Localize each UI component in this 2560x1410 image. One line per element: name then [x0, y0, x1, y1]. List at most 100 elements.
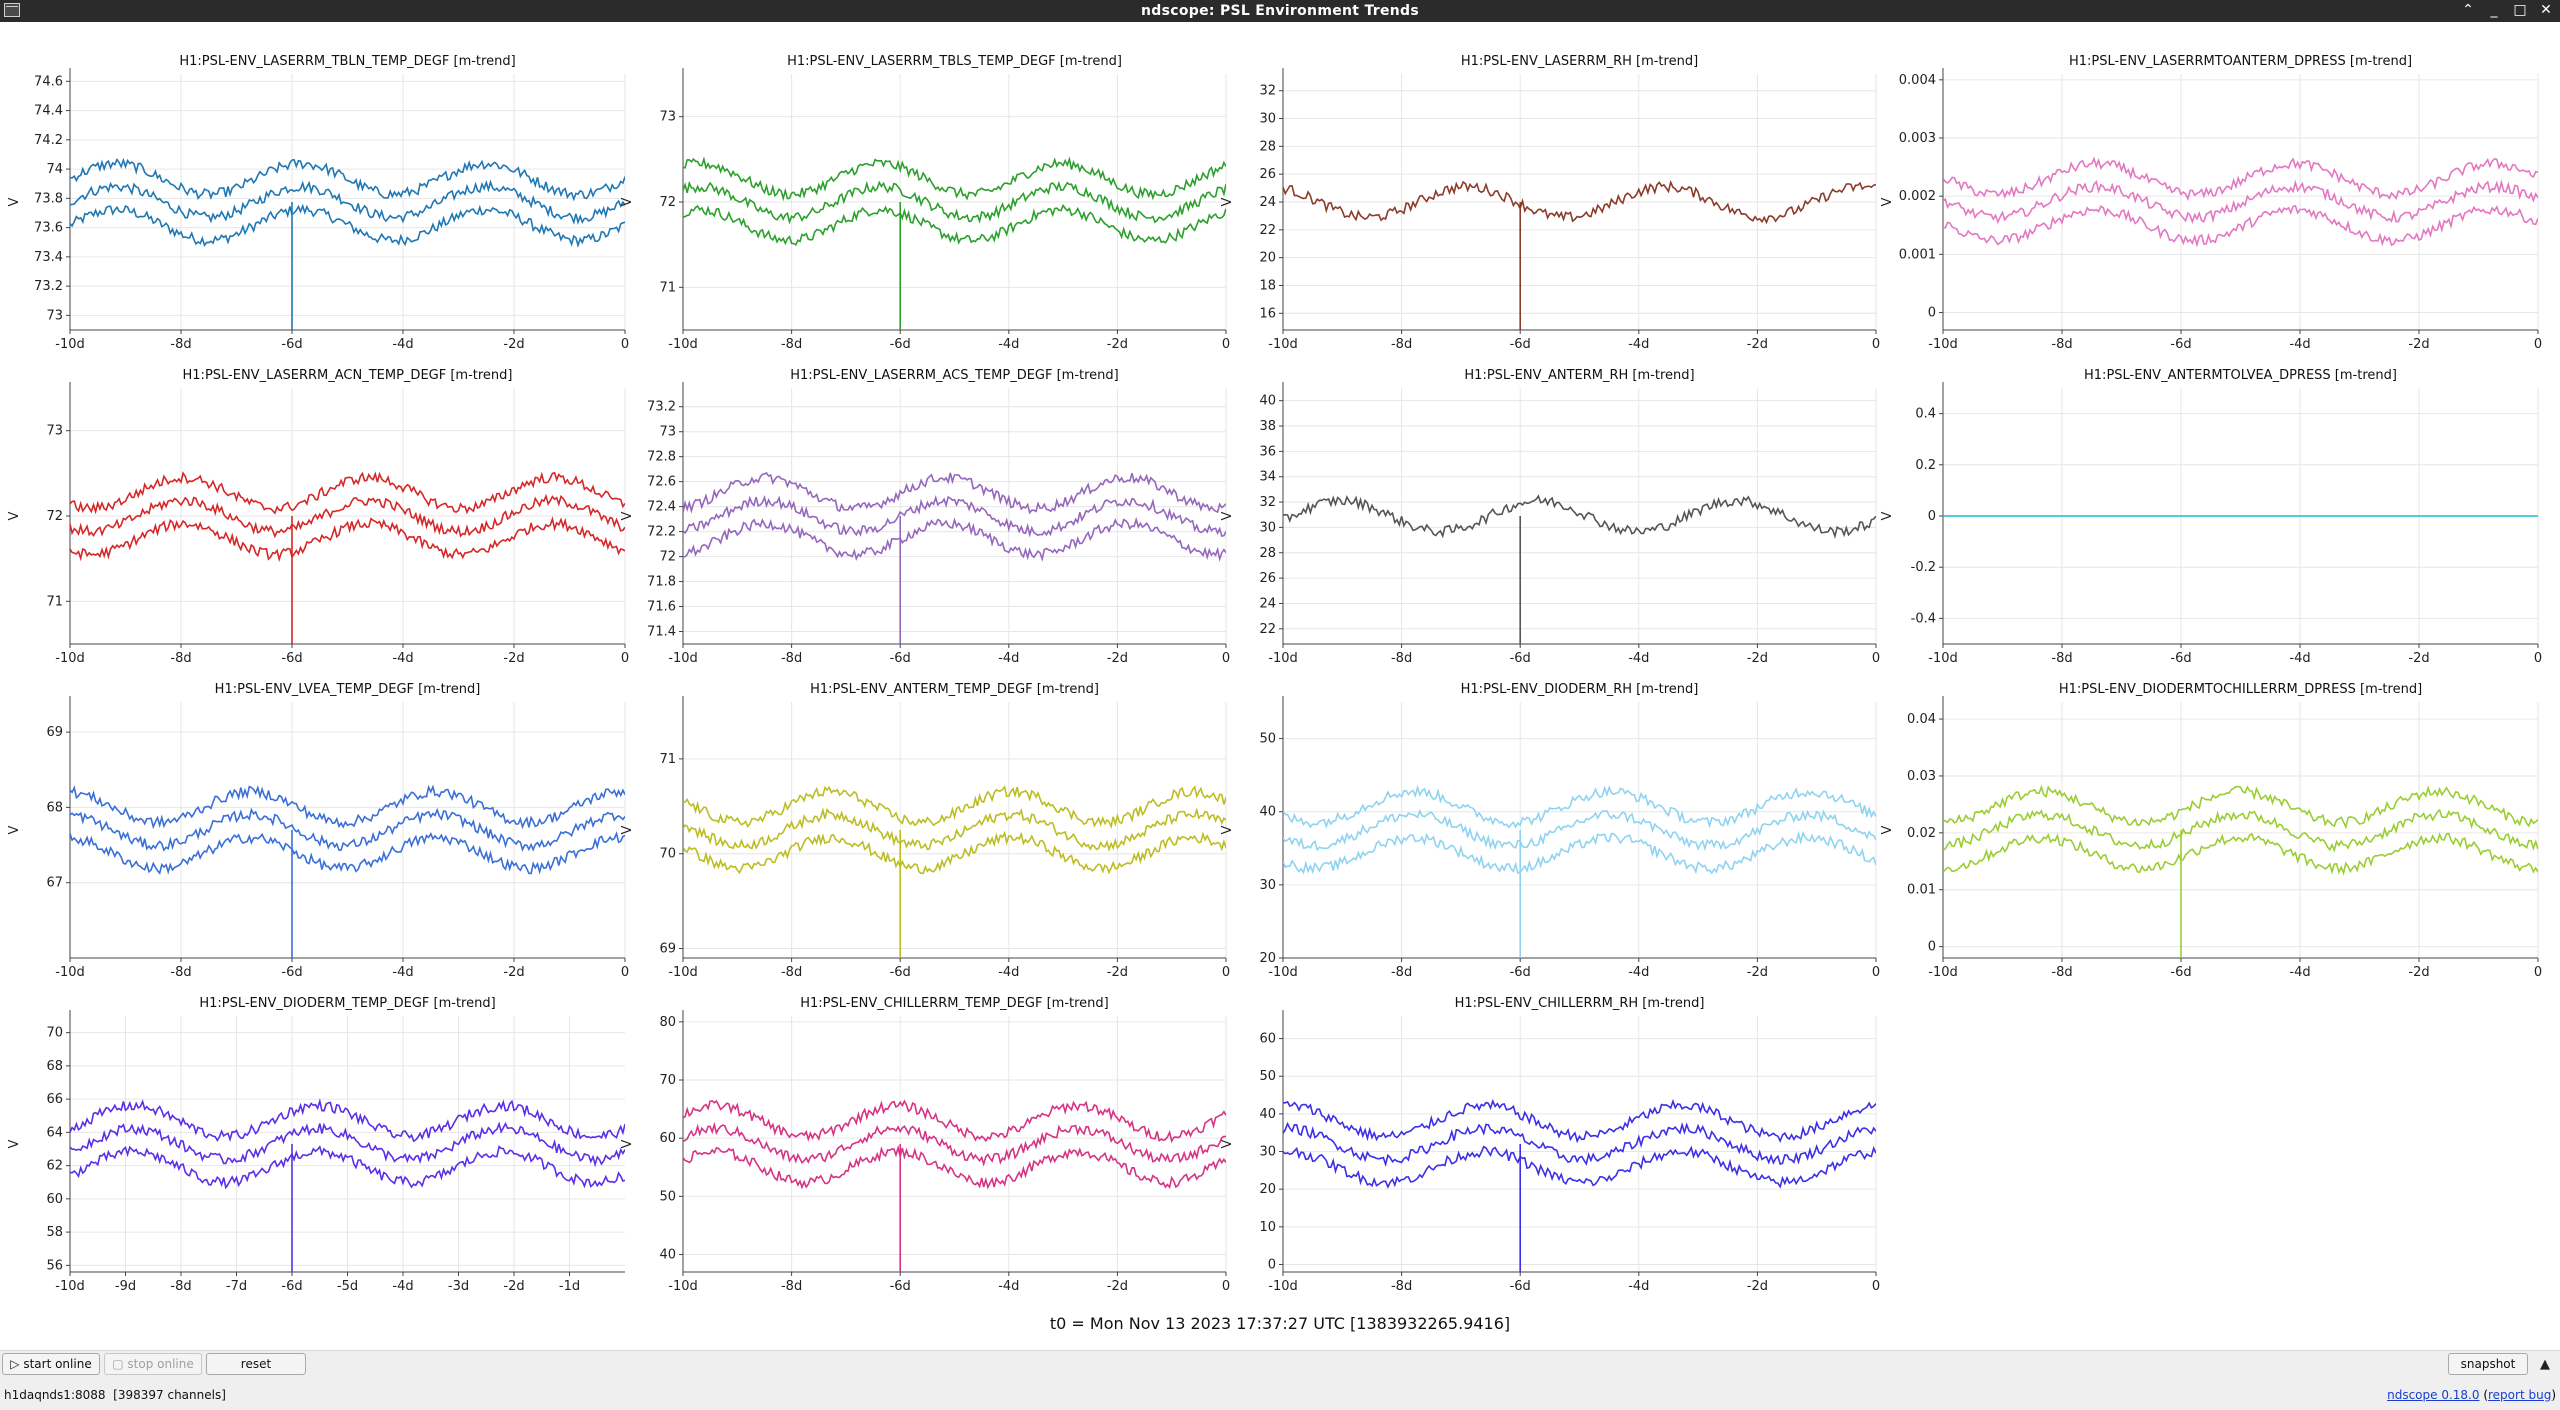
plot-panel[interactable]: H1:PSL-ENV_LASERRM_RH [m-trend] 16 18 20 22 2… [1220, 54, 1880, 352]
plot-panel[interactable]: H1:PSL-ENV_LASERRM_TBLS_TEMP_DEGF [m-tre… [620, 54, 1230, 352]
plot-panel[interactable]: H1:PSL-ENV_DIODERM_RH [m-trend] 20 30 40 50 -… [1220, 682, 1880, 980]
x-tick-label: 0 [2534, 965, 2542, 980]
y-tick-label: 20 [1259, 1182, 1276, 1197]
x-tick-label: -10d [55, 1279, 85, 1294]
x-tick-label: -8d [170, 337, 191, 352]
x-tick-label: 0 [1222, 651, 1230, 666]
plot-panel[interactable]: H1:PSL-ENV_LASERRMTOANTERM_DPRESS [m-tre… [1880, 54, 2542, 352]
plot-panel[interactable]: H1:PSL-ENV_LASERRM_TBLN_TEMP_DEGF [m-tre… [7, 54, 629, 352]
x-tick-label: -4d [392, 337, 413, 352]
version-link[interactable]: ndscope 0.18.0 [2387, 1388, 2480, 1402]
y-tick-label: 62 [46, 1159, 63, 1174]
plot-title: H1:PSL-ENV_LASERRMTOANTERM_DPRESS [m-tre… [2069, 54, 2412, 69]
y-tick-label: 71.8 [647, 575, 676, 590]
y-axis-label: V [1220, 197, 1235, 206]
y-tick-label: 0.004 [1899, 73, 1936, 88]
y-axis-label: V [1880, 825, 1895, 834]
x-tick-label: -2d [1107, 337, 1128, 352]
y-tick-label: 0 [1928, 509, 1936, 524]
x-tick-label: -6d [2170, 337, 2191, 352]
window-maximize-icon[interactable]: □ [2513, 2, 2527, 18]
y-axis-label: V [7, 825, 22, 834]
plot-title: H1:PSL-ENV_LVEA_TEMP_DEGF [m-trend] [215, 682, 481, 697]
trend-trace [70, 1098, 625, 1272]
x-tick-label: -4d [392, 965, 413, 980]
y-tick-label: 70 [659, 1073, 676, 1088]
trend-trace [1943, 784, 2538, 958]
app-icon[interactable] [4, 3, 20, 17]
x-tick-label: -8d [781, 1279, 802, 1294]
x-tick-label: -2d [1747, 965, 1768, 980]
x-tick-label: -6d [281, 337, 302, 352]
x-tick-label: -10d [1268, 651, 1298, 666]
start-online-button[interactable]: ▷ start online [2, 1353, 100, 1375]
window-close-icon[interactable]: ✕ [2540, 2, 2552, 18]
y-tick-label: 40 [1259, 394, 1276, 409]
plot-panel[interactable]: H1:PSL-ENV_LASERRM_ACS_TEMP_DEGF [m-tren… [620, 368, 1230, 666]
y-tick-label: 26 [1259, 167, 1276, 182]
window-minimize-icon[interactable]: _ [2490, 2, 2498, 18]
plot-panel[interactable]: H1:PSL-ENV_LASERRM_ACN_TEMP_DEGF [m-tren… [7, 368, 629, 666]
reset-button[interactable]: reset [206, 1353, 306, 1375]
x-tick-label: -6d [1510, 337, 1531, 352]
trend-trace [1283, 1098, 1876, 1272]
collapse-arrow-icon[interactable]: ▲ [2540, 1357, 2550, 1372]
x-tick-label: -2d [503, 1279, 524, 1294]
y-tick-label: 71.6 [647, 600, 676, 615]
y-tick-label: 70 [46, 1026, 63, 1041]
stop-online-button: ▢ stop online [104, 1353, 202, 1375]
x-tick-label: -8d [781, 965, 802, 980]
trend-trace [1943, 156, 2538, 248]
plot-canvas[interactable]: H1:PSL-ENV_LASERRM_TBLN_TEMP_DEGF [m-tre… [0, 22, 2560, 1312]
plot-title: H1:PSL-ENV_LASERRM_ACN_TEMP_DEGF [m-tren… [183, 368, 513, 383]
report-bug-link[interactable]: report bug [2488, 1388, 2552, 1402]
stop-online-label: stop online [127, 1357, 194, 1371]
y-tick-label: 60 [659, 1131, 676, 1146]
y-tick-label: 73.6 [34, 221, 63, 236]
x-tick-label: -9d [115, 1279, 136, 1294]
y-tick-label: 0.02 [1907, 826, 1936, 841]
window-shade-icon[interactable]: ⌃ [2462, 2, 2474, 18]
trend-trace [70, 157, 625, 330]
x-tick-label: 0 [1872, 651, 1880, 666]
plot-panel[interactable]: H1:PSL-ENV_ANTERM_RH [m-trend] 22 24 26 28 30… [1220, 368, 1880, 666]
y-tick-label: 74 [46, 162, 63, 177]
y-tick-label: -0.2 [1911, 560, 1936, 575]
y-tick-label: 50 [1259, 1069, 1276, 1084]
trend-trace [683, 156, 1226, 330]
y-tick-label: 26 [1259, 571, 1276, 586]
y-tick-label: 28 [1259, 139, 1276, 154]
x-tick-label: -8d [1391, 337, 1412, 352]
x-tick-label: -6d [281, 651, 302, 666]
trend-trace [1283, 784, 1876, 958]
plot-panel[interactable]: H1:PSL-ENV_ANTERM_TEMP_DEGF [m-trend] 69 7… [620, 682, 1230, 980]
x-tick-label: -6d [281, 1279, 302, 1294]
x-tick-label: -4d [1628, 965, 1649, 980]
snapshot-button[interactable]: snapshot [2448, 1353, 2528, 1375]
x-tick-label: -2d [2408, 337, 2429, 352]
y-tick-label: 72 [659, 195, 676, 210]
x-tick-label: -6d [890, 337, 911, 352]
y-tick-label: 16 [1259, 306, 1276, 321]
plot-panel[interactable]: H1:PSL-ENV_CHILLERRM_RH [m-trend] 0 10 20 30… [1220, 996, 1880, 1294]
plot-grid: H1:PSL-ENV_LASERRM_TBLN_TEMP_DEGF [m-tre… [0, 22, 2560, 1340]
y-tick-label: -0.4 [1911, 611, 1936, 626]
x-tick-label: -4d [1628, 651, 1649, 666]
plot-panel[interactable]: H1:PSL-ENV_ANTERMTOLVEA_DPRESS [m-trend]… [1880, 368, 2542, 666]
plot-panel[interactable]: H1:PSL-ENV_CHILLERRM_TEMP_DEGF [m-trend]… [620, 996, 1230, 1294]
x-tick-label: -8d [170, 651, 191, 666]
x-tick-label: -8d [781, 651, 802, 666]
window-titlebar: ndscope: PSL Environment Trends ⌃ _ □ ✕ [0, 0, 2560, 22]
plot-panel[interactable]: H1:PSL-ENV_LVEA_TEMP_DEGF [m-trend] 67 68 6… [7, 682, 629, 980]
y-axis-label: V [620, 825, 635, 834]
y-tick-label: 0.003 [1899, 131, 1936, 146]
plot-panel[interactable]: H1:PSL-ENV_DIODERMTOCHILLERRM_DPRESS [m-… [1880, 682, 2542, 980]
x-tick-label: -2d [2408, 965, 2429, 980]
y-tick-label: 30 [1259, 520, 1276, 535]
trend-trace [683, 785, 1226, 958]
y-tick-label: 72.8 [647, 450, 676, 465]
plot-title: H1:PSL-ENV_DIODERM_TEMP_DEGF [m-trend] [199, 996, 495, 1011]
plot-panel[interactable]: H1:PSL-ENV_DIODERM_TEMP_DEGF [m-trend] 56… [7, 996, 625, 1294]
x-tick-label: -4d [1628, 337, 1649, 352]
y-tick-label: 73.2 [647, 400, 676, 415]
